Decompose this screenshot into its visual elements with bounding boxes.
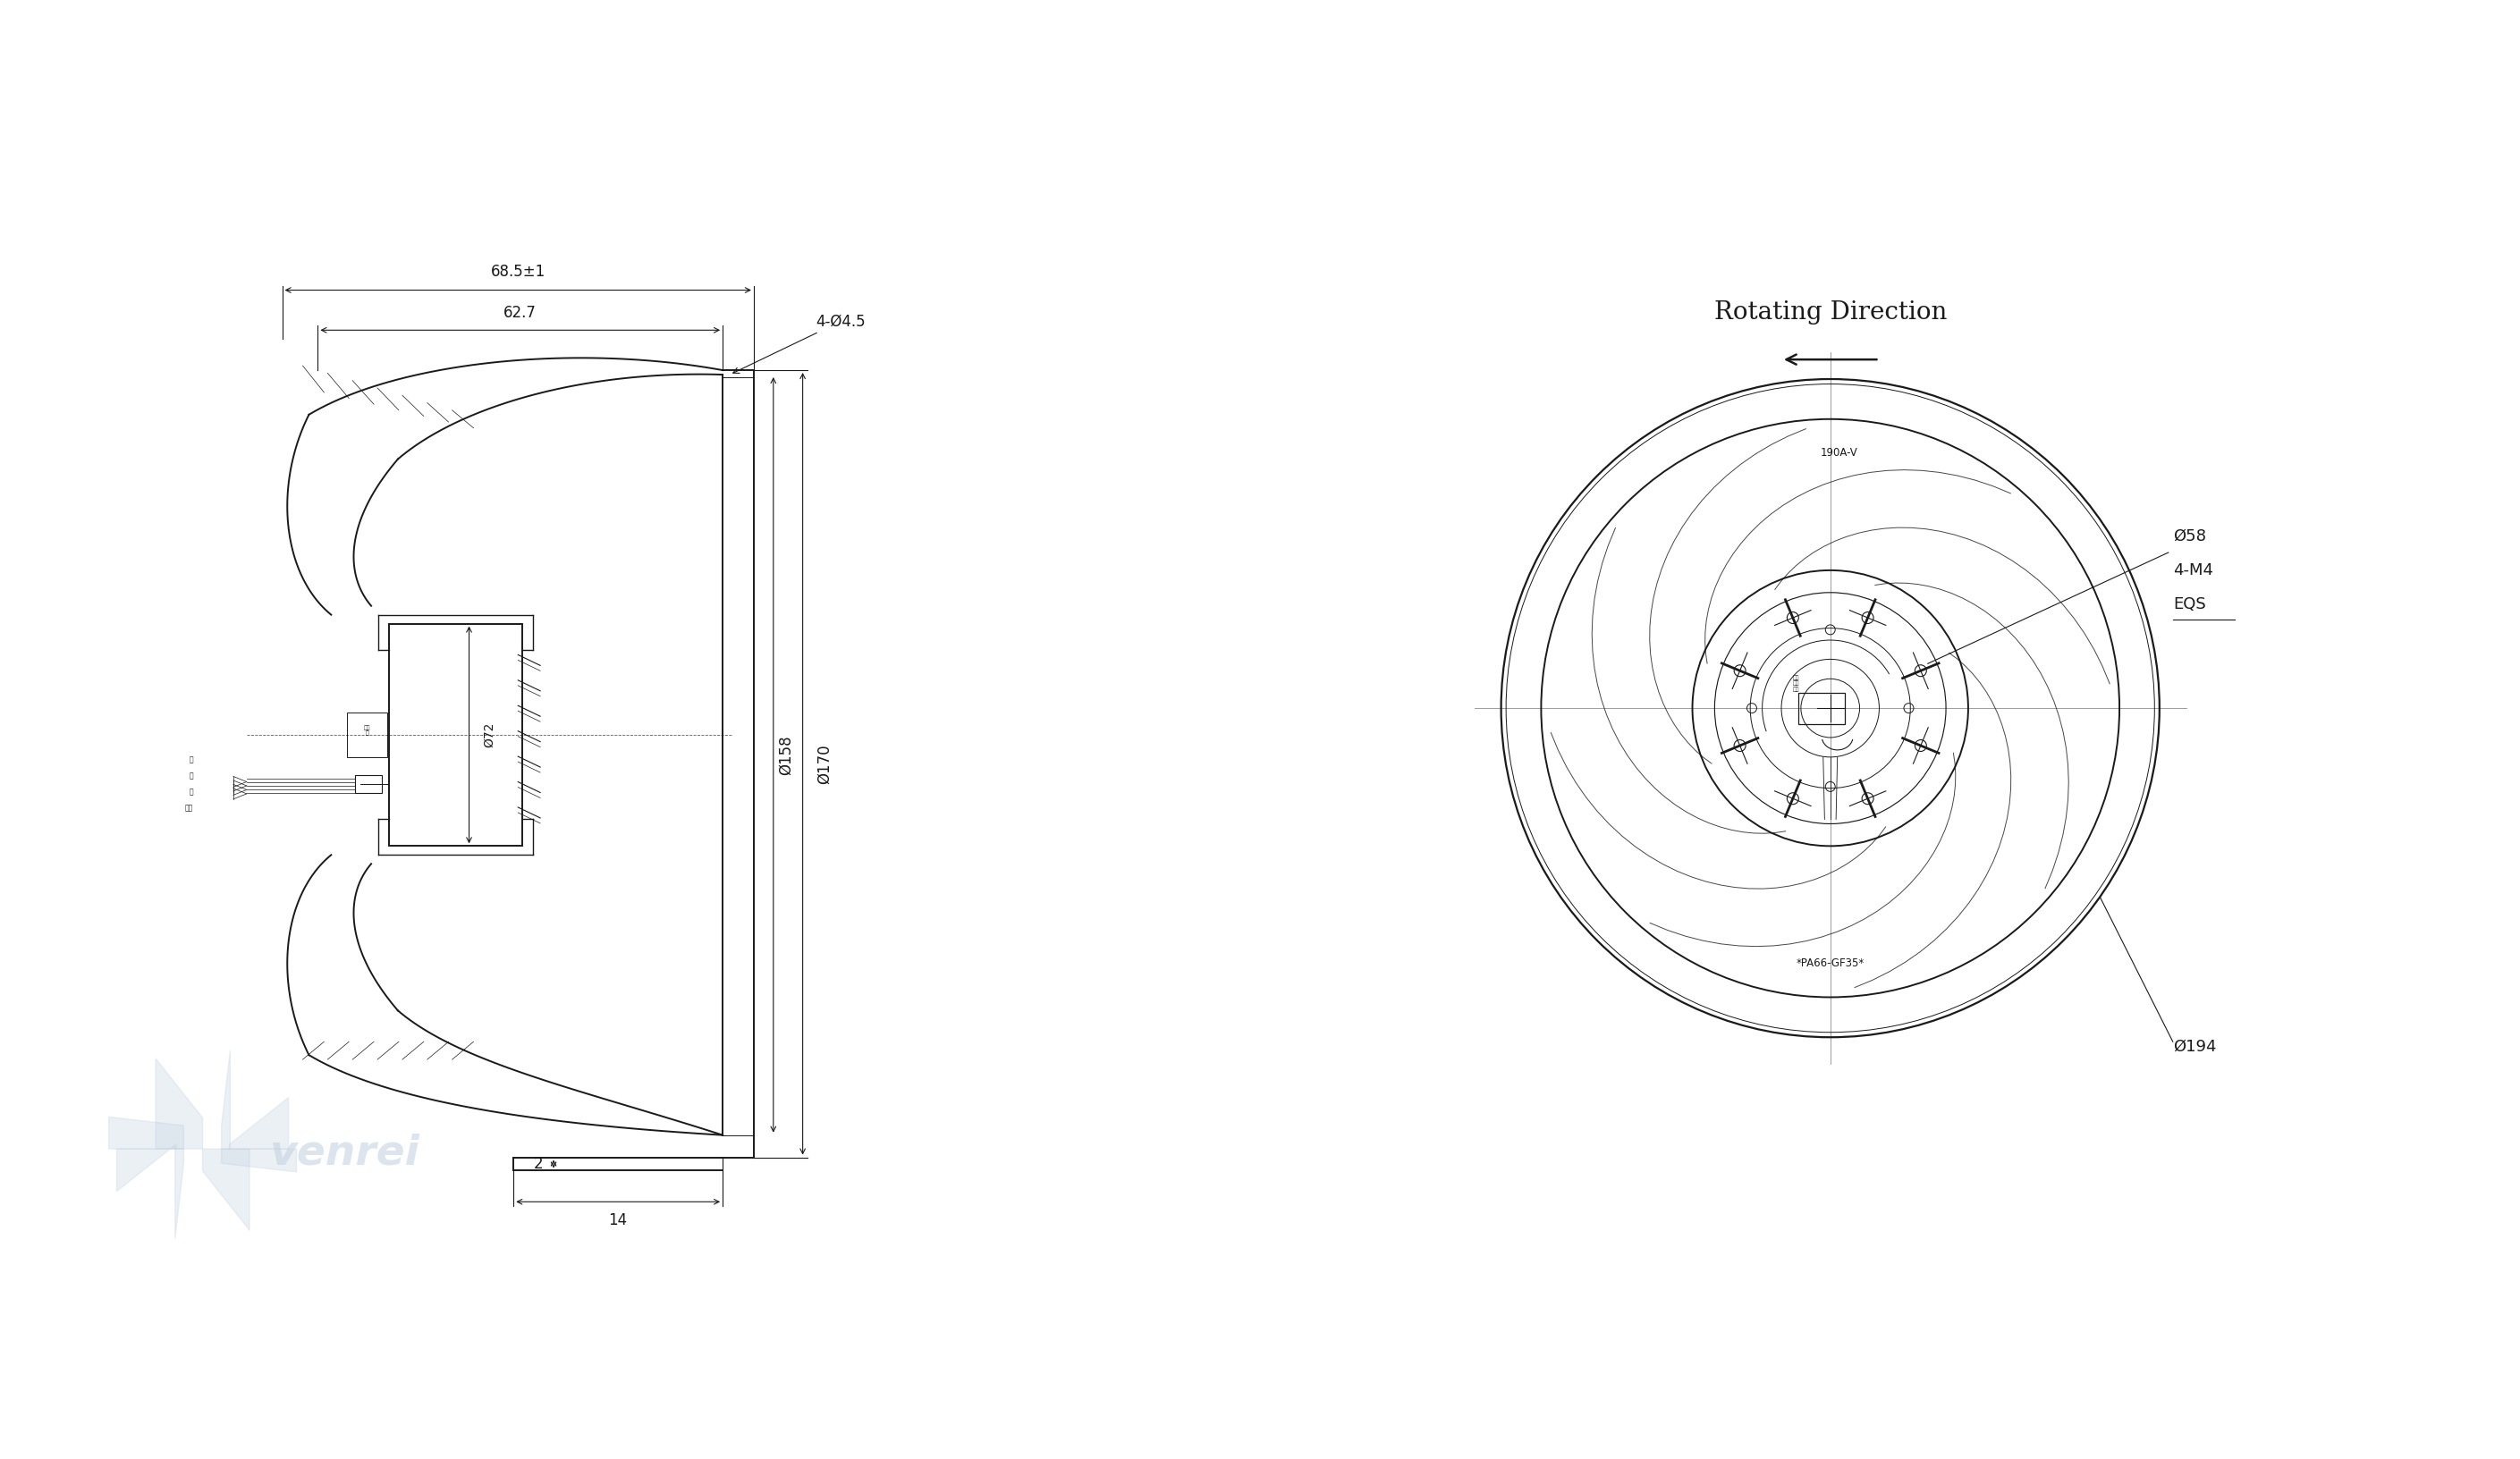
Text: 2: 2	[534, 1156, 542, 1172]
Text: 14: 14	[610, 1212, 627, 1228]
Text: 黑: 黑	[189, 756, 194, 763]
Bar	[355, 775, 383, 792]
Text: Ø58: Ø58	[2172, 528, 2205, 544]
Text: EQS: EQS	[2172, 597, 2205, 613]
Circle shape	[1734, 665, 1746, 677]
Text: 62.7: 62.7	[504, 305, 537, 321]
Text: 68.5±1: 68.5±1	[491, 264, 544, 280]
Bar	[1799, 693, 1845, 724]
Bar	[348, 712, 388, 757]
Circle shape	[1787, 792, 1799, 804]
Text: Ø170: Ø170	[816, 744, 832, 783]
Text: Ø194: Ø194	[2172, 1039, 2215, 1055]
Text: 额定
铭牌
标贴: 额定 铭牌 标贴	[1794, 676, 1799, 692]
Text: venrei: venrei	[270, 1132, 418, 1173]
Circle shape	[1734, 740, 1746, 751]
Circle shape	[1862, 611, 1872, 623]
Text: 4-M4: 4-M4	[2172, 562, 2213, 578]
Text: 合格
证: 合格 证	[363, 725, 370, 735]
Text: 190A-V: 190A-V	[1819, 446, 1857, 458]
Bar	[388, 623, 522, 846]
Text: Ø72: Ø72	[484, 722, 496, 747]
Circle shape	[1915, 665, 1925, 677]
Circle shape	[1787, 611, 1799, 623]
Text: 棕: 棕	[189, 772, 194, 779]
Text: Rotating Direction: Rotating Direction	[1714, 301, 1948, 324]
Text: Ø158: Ø158	[779, 735, 794, 775]
Text: 黄绿: 黄绿	[184, 804, 194, 811]
Circle shape	[1862, 792, 1872, 804]
Text: 蓝: 蓝	[189, 788, 194, 795]
Text: *PA66-GF35*: *PA66-GF35*	[1797, 957, 1865, 969]
Circle shape	[1915, 740, 1925, 751]
Text: 4-Ø4.5: 4-Ø4.5	[733, 314, 867, 374]
